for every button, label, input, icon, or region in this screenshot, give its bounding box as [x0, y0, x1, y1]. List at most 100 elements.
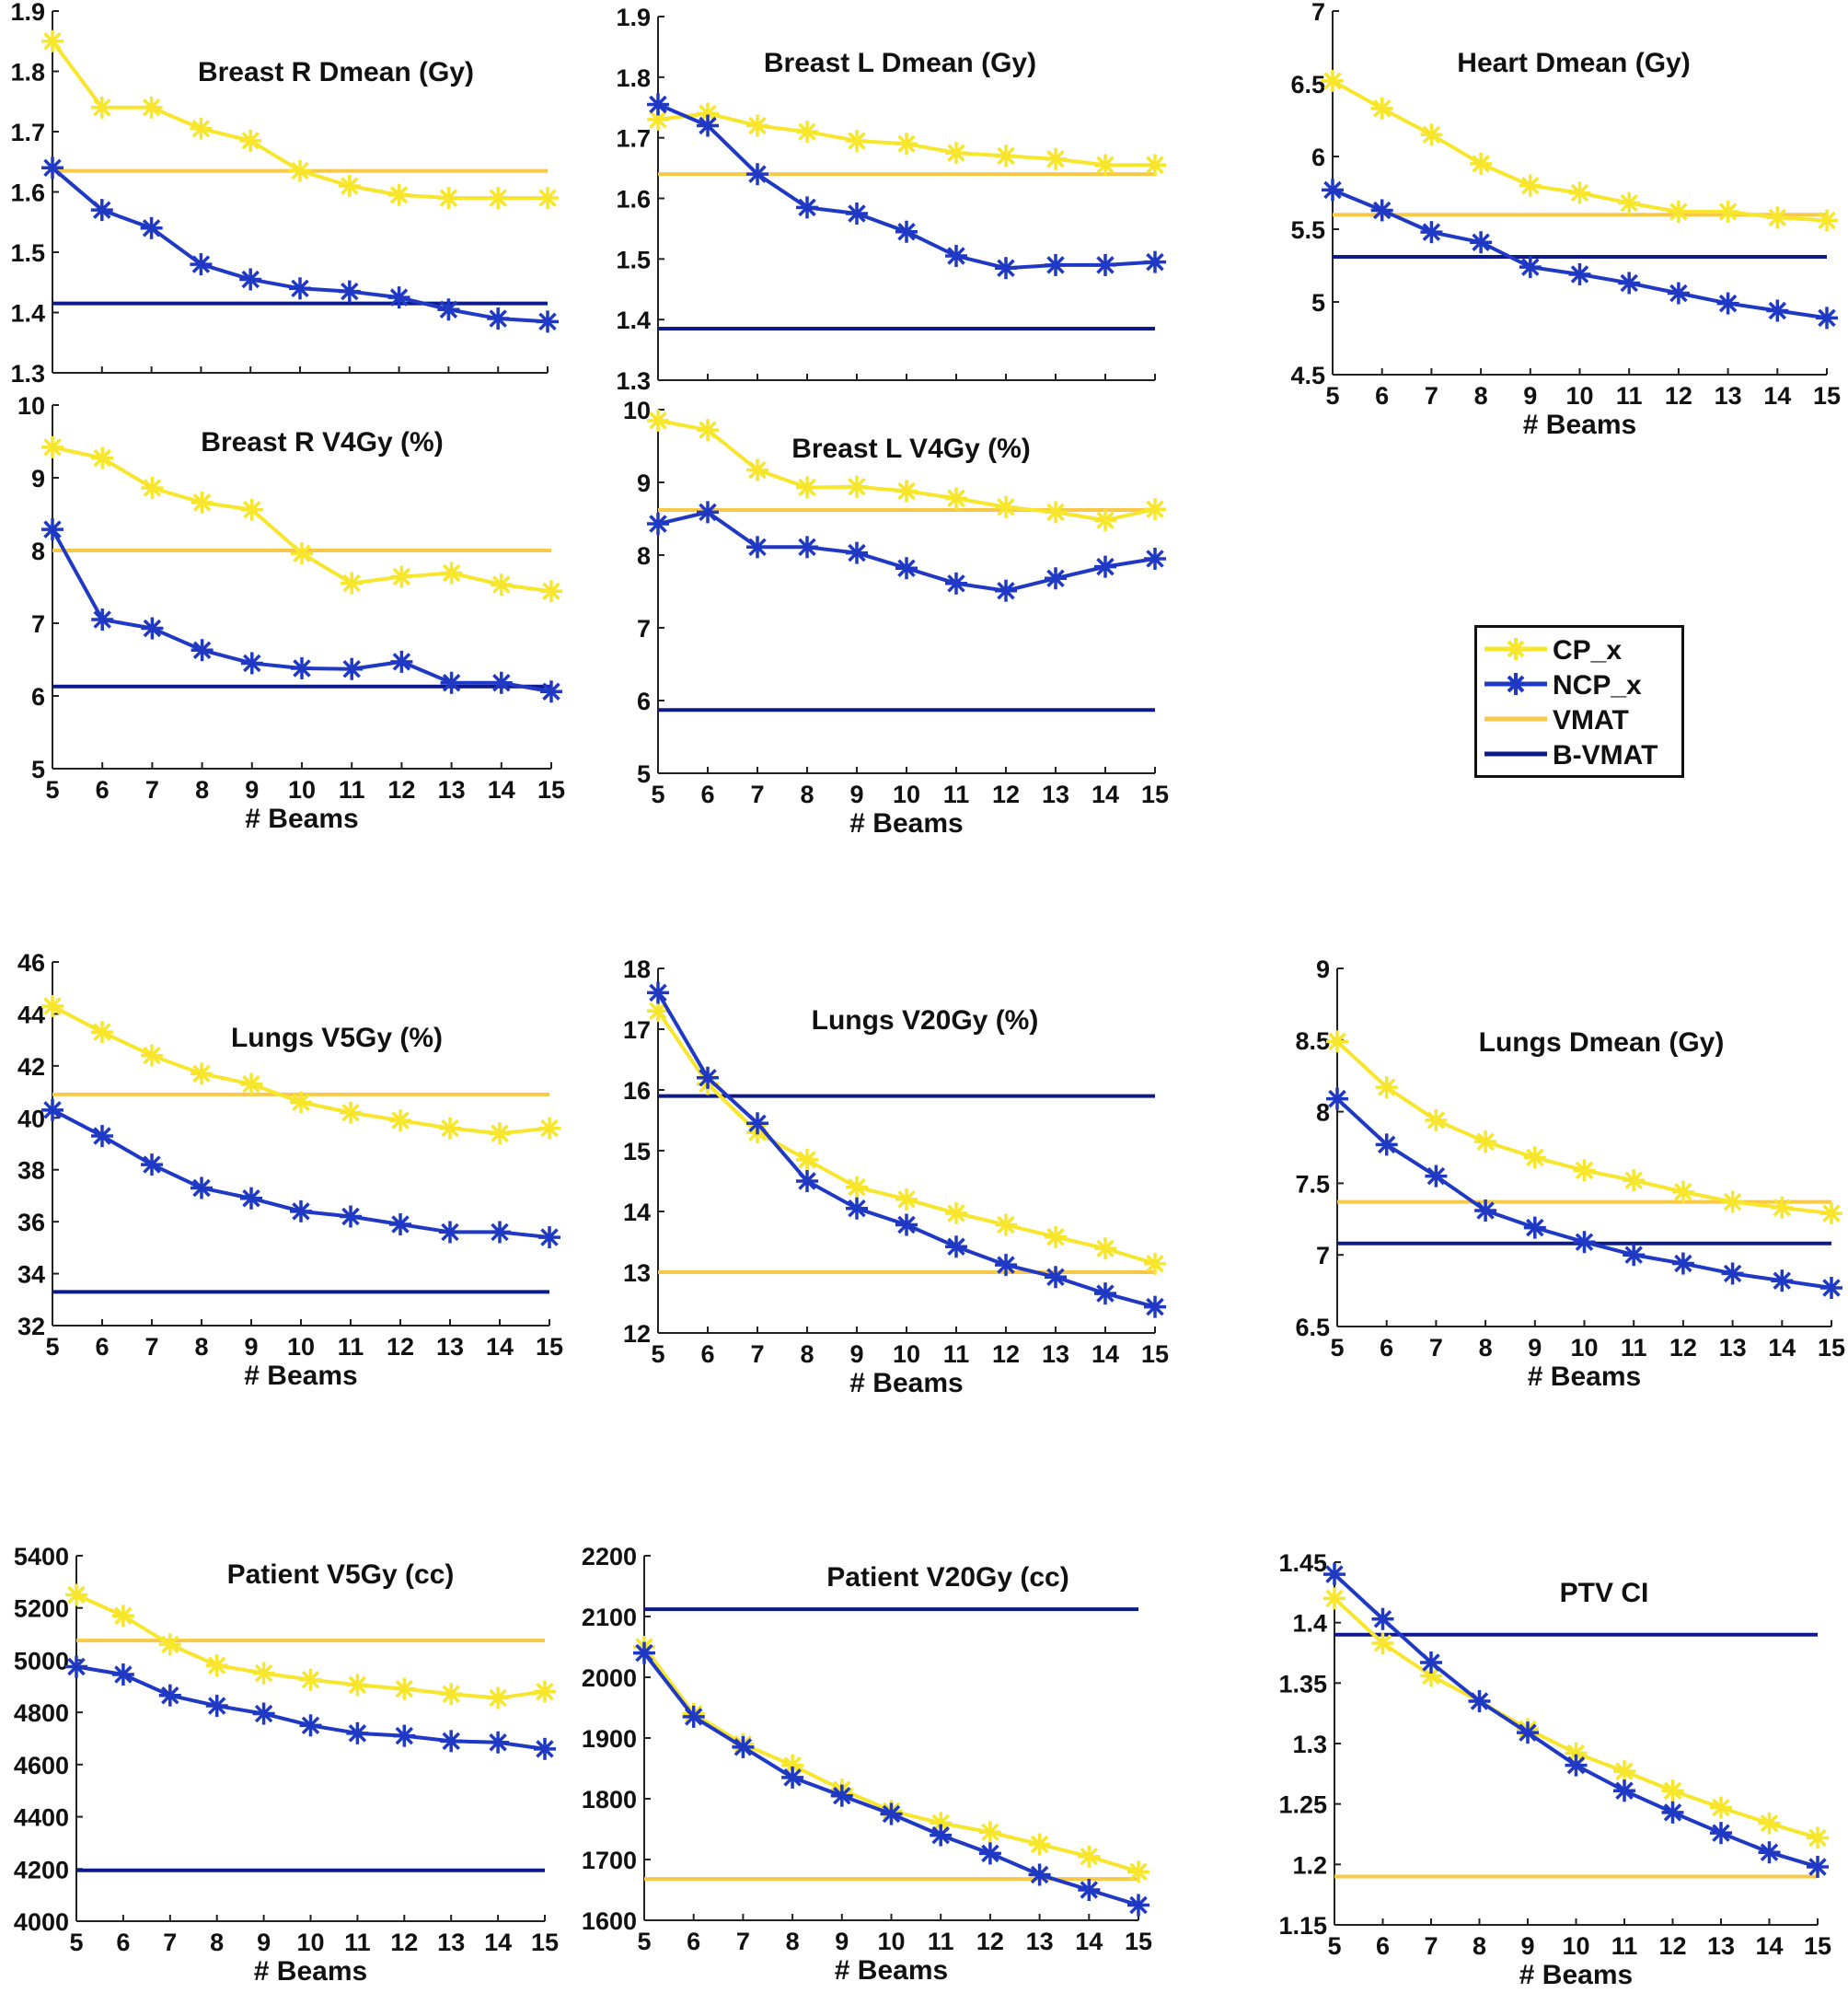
point-ncp_x	[1045, 1266, 1067, 1289]
chart-patient-v5gy: 4000 4200 4400 4600 4800 5000 5200 5400 5 6 7 8 9 10 1…	[14, 1543, 559, 1987]
chart-breast-l-dmean: 1.3 1.4 1.5 1.6 1.7 1.8 1.9 Breast L Dmean (Gy)	[616, 4, 1166, 395]
x-axis-label: # Beams	[1528, 1361, 1641, 1392]
x-tick-label: 8	[1474, 382, 1488, 410]
y-tick-label: 1.35	[1278, 1670, 1327, 1698]
point-cp_x	[41, 994, 64, 1017]
point-cp_x	[389, 1109, 411, 1132]
point-ncp_x	[1420, 221, 1443, 244]
y-tick-label: 8	[1316, 1099, 1330, 1127]
point-cp_x	[1370, 97, 1393, 120]
point-ncp_x	[487, 1731, 510, 1754]
point-ncp_x	[487, 307, 510, 330]
x-tick-label: 13	[437, 1929, 465, 1956]
y-tick-label: 5.5	[1290, 216, 1325, 244]
point-ncp_x	[846, 541, 868, 564]
point-cp_x	[240, 498, 263, 521]
y-tick-label: 2100	[582, 1604, 637, 1631]
x-tick-label: 6	[95, 1333, 109, 1361]
x-tick-label: 5	[651, 1340, 664, 1368]
point-ncp_x	[1721, 1262, 1744, 1285]
point-ncp_x	[41, 156, 64, 180]
legend-label-vmat: VMAT	[1553, 705, 1629, 736]
x-tick-label: 13	[436, 1333, 464, 1361]
x-tick-label: 10	[877, 1928, 905, 1955]
point-cp_x	[1771, 1196, 1794, 1219]
x-tick-label: 6	[96, 776, 110, 804]
y-tick-label: 14	[623, 1199, 651, 1226]
x-tick-label: 10	[296, 1929, 324, 1956]
x-tick-label: 8	[800, 781, 814, 808]
point-cp_x	[91, 446, 114, 469]
legend-label-ncp: NCP_x	[1553, 670, 1642, 701]
legend: CP_x NCP_x VMAT B-VMAT	[1474, 625, 1684, 778]
point-ncp_x	[1094, 253, 1116, 276]
point-cp_x	[252, 1662, 275, 1685]
point-ncp_x	[1771, 1269, 1794, 1292]
point-cp_x	[978, 1821, 1001, 1844]
x-axis-label: # Beams	[849, 808, 963, 839]
point-ncp_x	[91, 608, 114, 632]
point-cp_x	[1144, 1252, 1166, 1275]
y-tick-label: 7	[637, 615, 651, 643]
point-ncp_x	[682, 1705, 705, 1728]
x-axis-label: # Beams	[1519, 1960, 1633, 1990]
y-tick-label: 40	[17, 1105, 45, 1132]
x-tick-label: 8	[800, 1340, 814, 1368]
point-cp_x	[1623, 1169, 1646, 1192]
y-tick-label: 4000	[14, 1908, 69, 1936]
y-tick-label: 7	[1311, 0, 1325, 26]
y-tick-label: 8	[31, 538, 45, 565]
point-cp_x	[1028, 1833, 1051, 1856]
point-ncp_x	[289, 277, 311, 300]
x-tick-label: 12	[992, 1340, 1020, 1368]
point-ncp_x	[1045, 253, 1067, 276]
point-ncp_x	[534, 1737, 556, 1760]
point-ncp_x	[647, 93, 669, 116]
y-tick-label: 6	[1311, 144, 1325, 171]
point-ncp_x	[538, 1226, 560, 1249]
point-ncp_x	[1710, 1822, 1732, 1845]
point-ncp_x	[1573, 1231, 1596, 1254]
chart-ptv-ci: 1.15 1.2 1.25 1.3 1.35 1.4 1.45 5 6 7 8 9 10 11 12 13 14…	[1278, 1549, 1831, 1990]
point-ncp_x	[440, 1730, 463, 1753]
y-tick-label: 1.9	[10, 0, 45, 26]
x-tick-label: 15	[1804, 1932, 1831, 1960]
point-cp_x	[1127, 1860, 1149, 1883]
x-axis-label: # Beams	[835, 1955, 948, 1986]
point-cp_x	[490, 574, 513, 597]
y-tick-label: 7	[31, 610, 45, 638]
y-tick-label: 15	[623, 1138, 651, 1165]
legend-item-bvmat: B-VMAT	[1477, 736, 1681, 771]
point-ncp_x	[830, 1784, 853, 1807]
y-tick-label: 1.4	[616, 307, 651, 334]
y-tick-label: 1800	[582, 1786, 637, 1813]
x-tick-label: 14	[1755, 1932, 1783, 1960]
x-tick-label: 5	[45, 1333, 59, 1361]
y-tick-label: 1.8	[10, 59, 45, 87]
point-ncp_x	[945, 245, 967, 268]
point-ncp_x	[1613, 1779, 1635, 1802]
y-tick-label: 1600	[582, 1907, 637, 1935]
y-tick-label: 9	[637, 469, 651, 497]
x-tick-label: 10	[288, 776, 316, 804]
series-line-ncp_x	[1333, 1572, 1819, 1869]
y-tick-label: 1900	[582, 1725, 637, 1753]
point-cp_x	[299, 1668, 322, 1691]
x-tick-label: 7	[750, 781, 764, 808]
y-tick-label: 18	[623, 956, 651, 983]
legend-item-cp: CP_x	[1477, 632, 1681, 666]
y-tick-label: 36	[17, 1209, 45, 1236]
point-cp_x	[487, 187, 510, 210]
y-tick-label: 1.7	[10, 119, 45, 146]
point-cp_x	[1323, 1587, 1346, 1610]
point-cp_x	[1094, 1237, 1116, 1260]
point-cp_x	[746, 114, 768, 137]
x-tick-label: 5	[651, 781, 664, 808]
point-ncp_x	[390, 650, 413, 673]
x-tick-label: 5	[69, 1929, 83, 1956]
x-tick-label: 7	[1424, 1932, 1438, 1960]
x-tick-label: 13	[1719, 1334, 1747, 1361]
point-ncp_x	[1144, 1295, 1166, 1318]
x-tick-label: 13	[1715, 382, 1742, 410]
y-tick-label: 4600	[14, 1752, 69, 1779]
